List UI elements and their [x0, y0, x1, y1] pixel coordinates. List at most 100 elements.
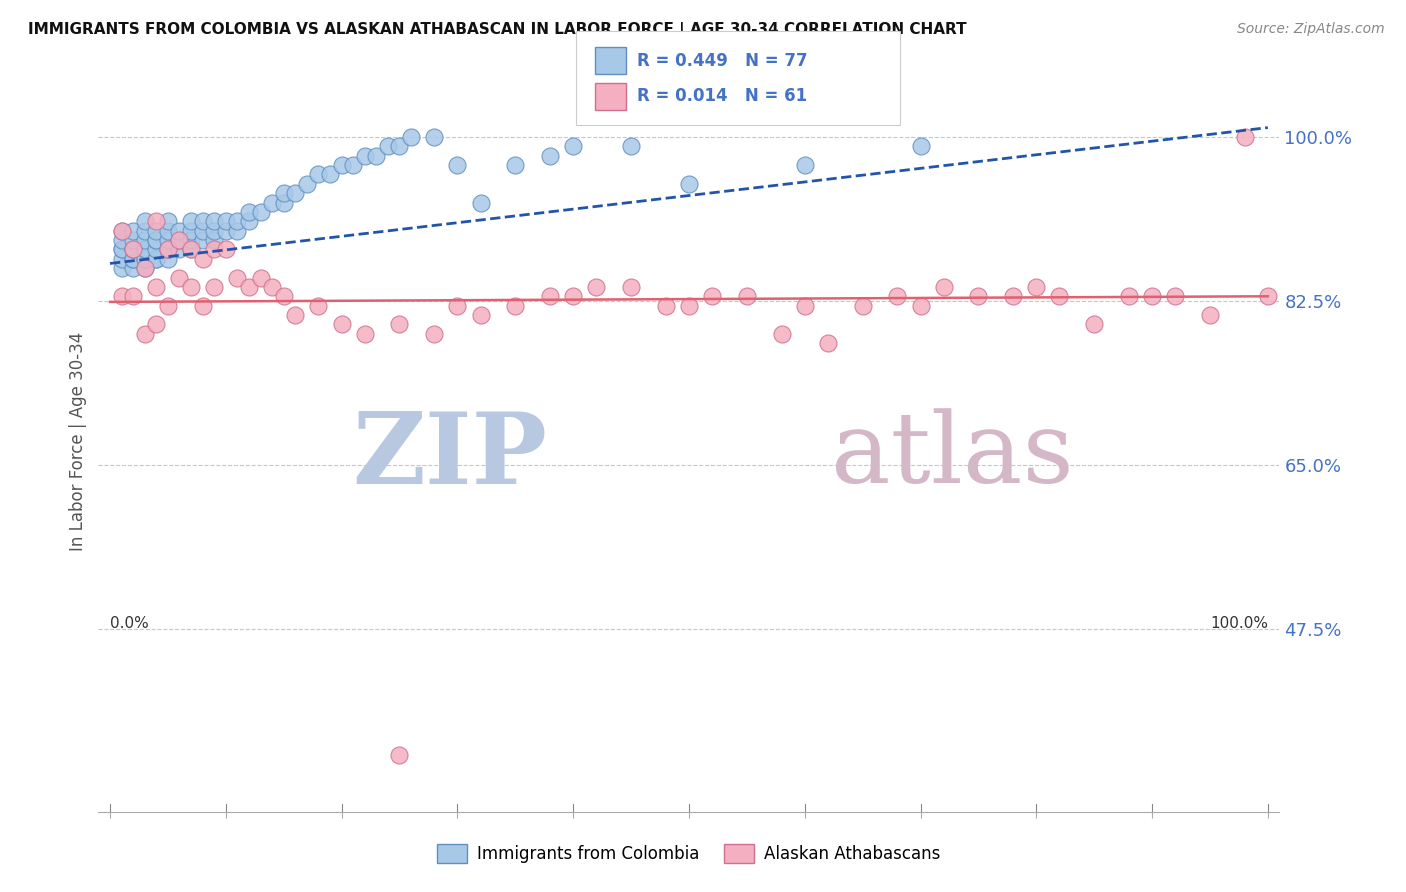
Point [262, 280, 284, 294]
Point [399, 130, 422, 145]
Point [1257, 289, 1279, 303]
Point [156, 252, 179, 266]
Point [202, 233, 225, 247]
Point [503, 299, 526, 313]
Point [770, 326, 793, 341]
Text: ZIP: ZIP [353, 408, 547, 505]
Point [110, 289, 132, 303]
Point [145, 243, 167, 257]
Point [156, 224, 179, 238]
Point [1002, 289, 1025, 303]
Point [122, 261, 145, 276]
Point [202, 214, 225, 228]
Text: R = 0.014   N = 61: R = 0.014 N = 61 [637, 87, 807, 105]
Text: IMMIGRANTS FROM COLOMBIA VS ALASKAN ATHABASCAN IN LABOR FORCE | AGE 30-34 CORREL: IMMIGRANTS FROM COLOMBIA VS ALASKAN ATHA… [28, 22, 967, 38]
Point [134, 214, 156, 228]
Point [145, 233, 167, 247]
Point [817, 336, 839, 351]
Point [330, 318, 353, 332]
Point [180, 243, 202, 257]
Point [156, 243, 179, 257]
Point [620, 139, 643, 153]
Point [134, 224, 156, 238]
Point [238, 205, 260, 219]
Point [446, 299, 468, 313]
Point [156, 299, 179, 313]
Point [226, 214, 249, 228]
Point [238, 214, 260, 228]
Point [180, 214, 202, 228]
Point [932, 280, 955, 294]
Point [122, 243, 145, 257]
Point [1233, 130, 1256, 145]
Point [134, 252, 156, 266]
Point [156, 233, 179, 247]
Point [226, 224, 249, 238]
Point [295, 177, 318, 191]
Point [273, 195, 295, 210]
Y-axis label: In Labor Force | Age 30-34: In Labor Force | Age 30-34 [69, 332, 87, 551]
Point [134, 261, 156, 276]
Point [226, 270, 249, 285]
Point [388, 748, 411, 763]
Point [446, 158, 468, 172]
Text: Source: ZipAtlas.com: Source: ZipAtlas.com [1237, 22, 1385, 37]
Point [180, 243, 202, 257]
Point [191, 214, 214, 228]
Point [353, 149, 375, 163]
Point [388, 139, 411, 153]
Point [967, 289, 990, 303]
Point [423, 130, 446, 145]
Point [122, 289, 145, 303]
Point [110, 233, 132, 247]
Point [145, 280, 167, 294]
Point [562, 289, 585, 303]
Point [273, 186, 295, 201]
Point [180, 224, 202, 238]
Point [538, 289, 561, 303]
Point [249, 205, 271, 219]
Point [215, 243, 238, 257]
Point [678, 177, 700, 191]
Point [156, 243, 179, 257]
Point [145, 224, 167, 238]
Point [470, 308, 492, 322]
Point [655, 299, 678, 313]
Point [191, 233, 214, 247]
Point [910, 139, 932, 153]
Point [284, 308, 307, 322]
Point [169, 270, 191, 285]
Point [110, 243, 132, 257]
Point [910, 299, 932, 313]
Point [145, 252, 167, 266]
Point [202, 280, 225, 294]
Point [145, 318, 167, 332]
Point [110, 224, 132, 238]
Point [122, 252, 145, 266]
Point [169, 233, 191, 247]
Point [1049, 289, 1071, 303]
Point [191, 252, 214, 266]
Point [249, 270, 271, 285]
Point [470, 195, 492, 210]
Point [503, 158, 526, 172]
Point [678, 299, 700, 313]
Point [122, 243, 145, 257]
Point [262, 195, 284, 210]
Point [134, 326, 156, 341]
Point [307, 299, 329, 313]
Point [620, 280, 643, 294]
Point [156, 214, 179, 228]
Point [1199, 308, 1222, 322]
Point [1140, 289, 1163, 303]
Point [1164, 289, 1187, 303]
Point [122, 224, 145, 238]
Point [1118, 289, 1140, 303]
Point [134, 261, 156, 276]
Point [191, 299, 214, 313]
Point [202, 224, 225, 238]
Point [122, 243, 145, 257]
Point [886, 289, 908, 303]
Point [122, 233, 145, 247]
Point [169, 224, 191, 238]
